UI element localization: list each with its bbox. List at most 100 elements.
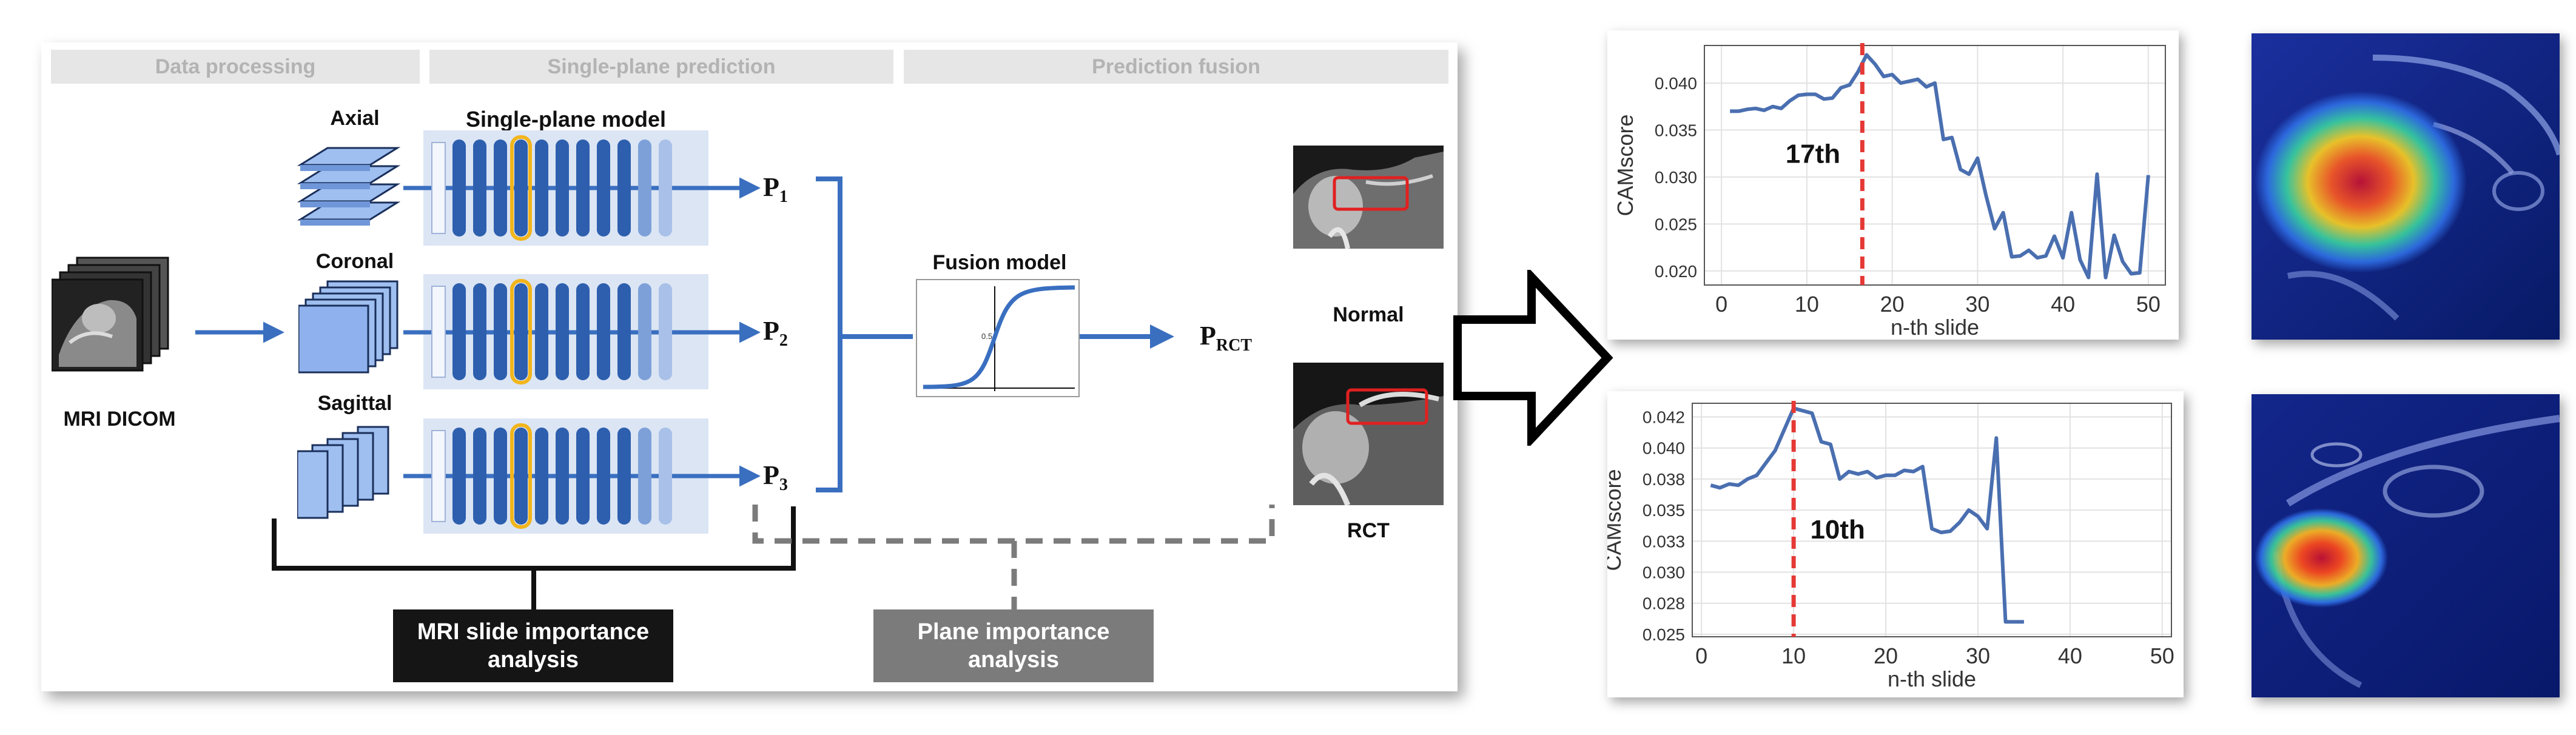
mri-slide-importance-line1: MRI slide importance [417,619,650,645]
conv-layer [514,283,528,380]
fusion-model-label: Fusion model [932,251,1067,274]
conv-layer [556,283,569,380]
x-tick-label: 20 [1880,292,1905,317]
cam-heatmap-bottom [2251,394,2560,697]
mri-dicom-stack-icon [52,257,169,372]
camscore-chart-card-top: 0 10 20 30 40 50 0.020 0.025 0.030 0.035 0.040 n-th… [1607,30,2179,340]
x-tick-label: 30 [1965,292,1989,317]
phase-header-single-plane-prediction: Single-plane prediction [429,50,893,84]
rct-label: RCT [1347,519,1390,542]
cam-heatmap-bottom-image [2251,394,2560,697]
x-tick-label: 10 [1795,292,1819,317]
plot-frame [1692,403,2172,637]
axial-label: Axial [330,107,380,130]
conv-layer [473,139,486,237]
x-tick-label: 40 [2051,292,2075,317]
prct-base: P [1200,321,1216,351]
conv-layer [452,139,466,237]
conv-layer [617,428,631,525]
camscore-series-line [1710,406,2024,624]
mri-slide-importance-line2: analysis [488,647,579,673]
x-tick-label: 40 [2058,643,2082,668]
input-layer [431,142,446,234]
mri-slide-importance-box: MRI slide importance analysis [393,609,673,682]
conv-layer [576,139,590,237]
conv-layer [494,428,507,525]
x-axis-label: n-th slide [1891,315,1979,340]
p3-base: P [763,460,779,490]
conv-layer [576,428,590,525]
conv-layer [597,283,610,380]
normal-mri-thumbnail [1293,146,1444,249]
cam-heatmap-top-image [2251,33,2560,340]
plane-importance-line2: analysis [968,647,1059,673]
y-tick-label: 0.028 [1643,594,1685,613]
conv-layer [452,283,466,380]
camscore-chart-top: 0 10 20 30 40 50 0.020 0.025 0.030 0.035 0.040 n-th… [1613,43,2166,340]
p3-label: P3 [763,460,788,495]
sigmoid-mid-label: 0.5 [981,332,992,341]
conv-layer [452,428,466,525]
y-axis-label: CAMscore [1607,469,1626,571]
conv-layer [556,428,569,525]
conv-layer [617,283,631,380]
x-tick-label: 50 [2136,292,2161,317]
p2-base: P [763,316,779,346]
conv-layer [556,139,569,237]
large-arrow-icon [1453,270,1613,446]
highlighted-layer [510,135,532,241]
conv-layer [494,283,507,380]
p1-sub: 1 [779,187,788,206]
single-plane-model-label: Single-plane model [465,107,667,132]
x-tick-label: 50 [2150,643,2174,668]
y-tick-label: 0.020 [1655,262,1697,281]
camscore-series-line [1730,53,2150,280]
x-tick-label: 20 [1874,643,1898,668]
conv-layer [597,428,610,525]
p2-label: P2 [763,315,788,351]
plane-importance-line1: Plane importance [917,619,1110,645]
plane-importance-box: Plane importance analysis [873,609,1154,682]
phase-header-prediction-fusion: Prediction fusion [904,50,1448,84]
peak-slice-annotation: 17th [1786,139,1840,169]
y-tick-label: 0.025 [1655,215,1697,233]
peak-slice-annotation: 10th [1810,515,1865,545]
x-tick-label: 10 [1781,643,1806,668]
y-tick-label: 0.040 [1643,439,1685,458]
y-tick-label: 0.030 [1655,168,1697,187]
conv-layer [638,283,651,380]
y-tick-label: 0.033 [1643,532,1685,551]
cam-heatmap-top [2251,33,2560,340]
conv-layer [473,428,486,525]
conv-layer [514,428,528,525]
y-tick-label: 0.030 [1643,563,1685,582]
mri-dicom-label: MRI DICOM [63,408,176,431]
sigmoid-curve-icon: 0.5 [916,279,1080,397]
prct-sub: RCT [1216,335,1253,355]
conv-layer [659,283,672,380]
y-tick-label: 0.042 [1643,408,1685,427]
coronal-label: Coronal [315,250,394,273]
prct-label: PRCT [1200,320,1252,355]
conv-layer [638,139,651,237]
conv-layer [597,139,610,237]
x-tick-label: 30 [1966,643,1990,668]
conv-layer [535,139,548,237]
conv-layer [535,428,548,525]
conv-layer [473,283,486,380]
highlighted-layer [510,279,532,384]
x-tick-label: 0 [1695,643,1707,668]
rct-mri-thumbnail [1293,363,1444,505]
y-tick-label: 0.035 [1643,501,1685,520]
phase-header-data-processing: Data processing [51,50,420,84]
conv-layer [514,139,528,237]
sagittal-slices-icon [297,426,389,519]
sagittal-label: Sagittal [317,392,392,415]
conv-layer [535,283,548,380]
input-layer [431,286,446,378]
pipeline-panel [41,42,1458,691]
conv-layer [494,139,507,237]
input-layer [431,430,446,522]
p1-base: P [763,172,779,202]
x-tick-label: 0 [1715,292,1727,317]
